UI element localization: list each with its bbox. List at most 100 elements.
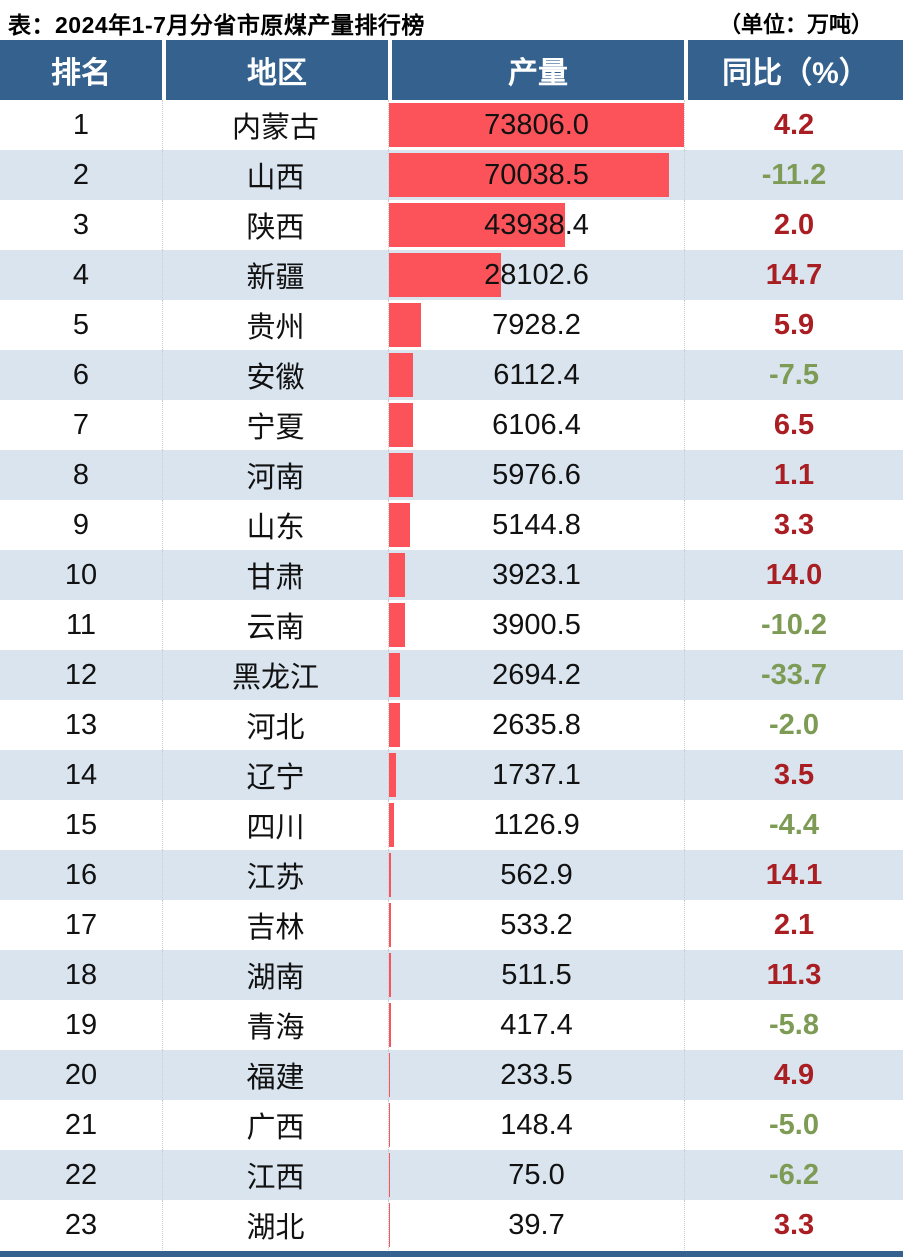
production-value: 6112.4 xyxy=(493,358,580,391)
rank-cell: 13 xyxy=(0,700,162,750)
production-value: 3900.5 xyxy=(492,608,581,641)
production-bar xyxy=(389,453,413,497)
region-cell: 江苏 xyxy=(162,850,388,900)
yoy-cell: 3.3 xyxy=(684,500,903,550)
table-body: 1 内蒙古 73806.0 4.2 2 山西 70038.5 -11.2 3 陕… xyxy=(0,100,903,1250)
production-value: 1126.9 xyxy=(493,808,580,841)
table-row: 21 广西 148.4 -5.0 xyxy=(0,1100,903,1150)
production-value: 533.2 xyxy=(500,908,573,941)
production-value: 7928.2 xyxy=(492,308,581,341)
yoy-cell: -5.8 xyxy=(684,1000,903,1050)
production-cell: 2635.8 xyxy=(388,700,684,750)
region-cell: 广西 xyxy=(162,1100,388,1150)
production-bar xyxy=(389,253,502,297)
table-bottom-border xyxy=(0,1251,903,1257)
production-cell: 75.0 xyxy=(388,1150,684,1200)
yoy-cell: -6.2 xyxy=(684,1150,903,1200)
yoy-cell: 6.5 xyxy=(684,400,903,450)
region-cell: 内蒙古 xyxy=(162,100,388,150)
production-bar xyxy=(389,103,684,147)
region-cell: 青海 xyxy=(162,1000,388,1050)
production-value: 417.4 xyxy=(500,1008,573,1041)
production-value: 73806.0 xyxy=(484,108,589,141)
rank-cell: 22 xyxy=(0,1150,162,1200)
production-value: 75.0 xyxy=(508,1158,565,1191)
production-value: 43938.4 xyxy=(484,208,589,241)
production-cell: 7928.2 xyxy=(388,300,684,350)
production-cell: 533.2 xyxy=(388,900,684,950)
table-row: 19 青海 417.4 -5.8 xyxy=(0,1000,903,1050)
production-value: 511.5 xyxy=(501,958,572,991)
production-cell: 148.4 xyxy=(388,1100,684,1150)
table-row: 4 新疆 28102.6 14.7 xyxy=(0,250,903,300)
title-bar: 表：2024年1-7月分省市原煤产量排行榜 （单位：万吨） xyxy=(0,0,903,40)
production-bar xyxy=(389,1053,390,1097)
production-cell: 5976.6 xyxy=(388,450,684,500)
rank-cell: 12 xyxy=(0,650,162,700)
region-cell: 山西 xyxy=(162,150,388,200)
table-row: 20 福建 233.5 4.9 xyxy=(0,1050,903,1100)
table-row: 12 黑龙江 2694.2 -33.7 xyxy=(0,650,903,700)
rank-cell: 1 xyxy=(0,100,162,150)
production-value: 233.5 xyxy=(500,1058,573,1091)
yoy-cell: 14.7 xyxy=(684,250,903,300)
production-bar xyxy=(389,1103,390,1147)
header-rank: 排名 xyxy=(0,40,162,100)
rank-cell: 8 xyxy=(0,450,162,500)
region-cell: 江西 xyxy=(162,1150,388,1200)
region-cell: 四川 xyxy=(162,800,388,850)
table-header: 排名 地区 产量 同比（%） xyxy=(0,40,903,100)
production-value: 5144.8 xyxy=(492,508,581,541)
table-row: 17 吉林 533.2 2.1 xyxy=(0,900,903,950)
header-production: 产量 xyxy=(388,40,684,100)
yoy-cell: -5.0 xyxy=(684,1100,903,1150)
region-cell: 安徽 xyxy=(162,350,388,400)
yoy-cell: -33.7 xyxy=(684,650,903,700)
table-row: 8 河南 5976.6 1.1 xyxy=(0,450,903,500)
rank-cell: 9 xyxy=(0,500,162,550)
production-value: 39.7 xyxy=(508,1208,565,1241)
table-row: 1 内蒙古 73806.0 4.2 xyxy=(0,100,903,150)
rank-cell: 5 xyxy=(0,300,162,350)
table-row: 15 四川 1126.9 -4.4 xyxy=(0,800,903,850)
yoy-cell: 14.1 xyxy=(684,850,903,900)
header-yoy: 同比（%） xyxy=(684,40,903,100)
region-cell: 新疆 xyxy=(162,250,388,300)
production-value: 5976.6 xyxy=(492,458,581,491)
yoy-cell: 2.0 xyxy=(684,200,903,250)
region-cell: 甘肃 xyxy=(162,550,388,600)
rank-cell: 19 xyxy=(0,1000,162,1050)
table-row: 11 云南 3900.5 -10.2 xyxy=(0,600,903,650)
yoy-cell: 1.1 xyxy=(684,450,903,500)
production-value: 2635.8 xyxy=(492,708,581,741)
table-row: 14 辽宁 1737.1 3.5 xyxy=(0,750,903,800)
region-cell: 吉林 xyxy=(162,900,388,950)
rank-cell: 21 xyxy=(0,1100,162,1150)
region-cell: 河北 xyxy=(162,700,388,750)
production-cell: 233.5 xyxy=(388,1050,684,1100)
production-bar xyxy=(389,553,405,597)
production-cell: 6106.4 xyxy=(388,400,684,450)
production-bar xyxy=(389,853,392,897)
production-cell: 70038.5 xyxy=(388,150,684,200)
production-bar xyxy=(389,603,405,647)
rank-cell: 4 xyxy=(0,250,162,300)
rank-cell: 15 xyxy=(0,800,162,850)
production-bar xyxy=(389,953,392,997)
production-cell: 3900.5 xyxy=(388,600,684,650)
table-row: 9 山东 5144.8 3.3 xyxy=(0,500,903,550)
region-cell: 宁夏 xyxy=(162,400,388,450)
production-bar xyxy=(389,403,414,447)
production-bar xyxy=(389,803,394,847)
production-value: 2694.2 xyxy=(492,658,581,691)
yoy-cell: 3.3 xyxy=(684,1200,903,1250)
production-bar xyxy=(389,653,400,697)
rank-cell: 23 xyxy=(0,1200,162,1250)
rank-cell: 6 xyxy=(0,350,162,400)
production-cell: 43938.4 xyxy=(388,200,684,250)
rank-cell: 14 xyxy=(0,750,162,800)
production-cell: 1737.1 xyxy=(388,750,684,800)
rank-cell: 18 xyxy=(0,950,162,1000)
production-cell: 2694.2 xyxy=(388,650,684,700)
yoy-cell: 4.9 xyxy=(684,1050,903,1100)
